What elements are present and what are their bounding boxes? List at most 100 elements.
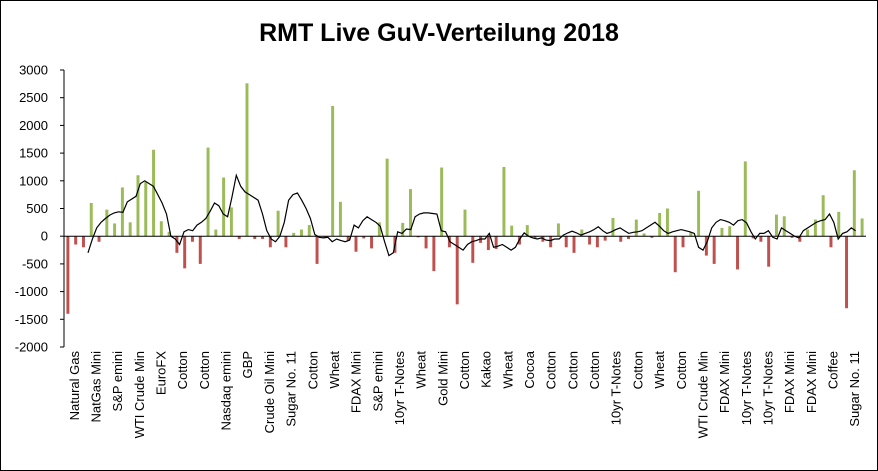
bar xyxy=(650,236,654,238)
moving-average-line xyxy=(87,173,856,257)
bar xyxy=(572,236,576,253)
bar xyxy=(136,175,140,237)
bar xyxy=(759,236,763,242)
x-category-label: 10yr T-Notes xyxy=(392,351,407,426)
x-category-label: FDAX Mini xyxy=(349,351,364,413)
x-category-label: GBP xyxy=(240,351,255,378)
bar xyxy=(681,236,685,248)
x-category-label: S&P emini xyxy=(110,351,125,412)
x-category-label: Cotton xyxy=(457,351,472,389)
bar xyxy=(300,229,303,237)
x-category-label: Gold Mini xyxy=(435,351,450,406)
bar xyxy=(362,236,366,239)
bar xyxy=(774,214,778,237)
x-category-label: Cotton xyxy=(544,351,559,389)
bar xyxy=(105,209,109,237)
bar xyxy=(175,236,179,253)
x-category-label: Cotton xyxy=(197,351,212,389)
bar xyxy=(89,202,93,237)
bar xyxy=(128,222,132,237)
bar xyxy=(736,236,740,270)
bar xyxy=(268,236,272,248)
bar xyxy=(619,236,623,242)
bar xyxy=(634,219,638,237)
bar xyxy=(720,227,724,237)
bar xyxy=(798,236,802,242)
bar xyxy=(658,212,662,237)
bar xyxy=(743,161,747,237)
x-category-label: Nasdaq emini xyxy=(219,351,234,431)
bar xyxy=(533,236,537,238)
bar xyxy=(837,211,841,237)
bar xyxy=(253,236,257,239)
bar xyxy=(237,236,241,239)
x-category-label: Wheat xyxy=(652,351,667,389)
bar xyxy=(229,207,233,237)
bar xyxy=(611,217,615,237)
x-category-label: Cotton xyxy=(305,351,320,389)
bar xyxy=(697,190,701,237)
x-category-label: 10yr T-Notes xyxy=(609,351,624,426)
bar xyxy=(409,189,412,237)
bar xyxy=(502,166,506,237)
bar xyxy=(806,229,810,237)
bar xyxy=(245,83,249,237)
bar xyxy=(440,167,444,237)
bar xyxy=(167,231,171,237)
x-category-label: Kakao xyxy=(479,351,494,388)
bar xyxy=(315,236,319,264)
x-category-label: Cotton xyxy=(175,351,190,389)
bar xyxy=(190,236,194,242)
bar xyxy=(432,236,436,272)
x-category-label: Cotton xyxy=(630,351,645,389)
y-tick-label: -1500 xyxy=(15,312,48,327)
bar xyxy=(113,223,117,237)
bar xyxy=(564,236,568,248)
x-category-label: Wheat xyxy=(500,351,515,389)
bar xyxy=(845,236,849,309)
chart-title: RMT Live GuV-Verteilung 2018 xyxy=(259,19,619,47)
y-tick-label: 2500 xyxy=(19,90,48,105)
bar xyxy=(829,236,833,248)
bar xyxy=(206,147,210,237)
bar xyxy=(821,195,825,237)
x-category-label: NatGas Mini xyxy=(89,351,104,423)
x-category-label: Cotton xyxy=(565,351,580,389)
bar xyxy=(159,221,163,237)
bar xyxy=(712,236,716,264)
bar xyxy=(486,236,490,251)
bar xyxy=(346,236,350,241)
x-category-label: Cotton xyxy=(674,351,689,389)
bar xyxy=(424,236,428,249)
bar xyxy=(463,209,467,237)
bar xyxy=(471,236,475,263)
y-tick-label: -1000 xyxy=(15,284,48,299)
y-tick-label: -2000 xyxy=(15,340,48,355)
bar xyxy=(377,222,381,237)
bar xyxy=(704,236,708,256)
x-category-label: Natural Gas xyxy=(67,351,82,421)
bar xyxy=(198,236,202,264)
bar xyxy=(549,236,553,248)
x-category-label: S&P emini xyxy=(370,351,385,412)
bar xyxy=(852,170,856,237)
x-category-label: WTI Crude Min xyxy=(695,351,710,438)
x-category-label: Coffee xyxy=(826,351,841,389)
bar xyxy=(144,181,148,237)
bar xyxy=(385,158,389,237)
bar xyxy=(261,236,265,239)
bar xyxy=(152,149,156,237)
bar xyxy=(416,236,420,238)
bar xyxy=(214,229,218,237)
bar xyxy=(860,218,864,237)
y-tick-label: 1000 xyxy=(19,173,48,188)
bar xyxy=(510,225,514,237)
bar xyxy=(66,236,70,314)
bar xyxy=(556,223,560,237)
bar xyxy=(728,226,732,237)
bar xyxy=(307,225,311,237)
bar xyxy=(689,232,693,237)
bar xyxy=(284,236,288,248)
bar xyxy=(81,236,85,248)
